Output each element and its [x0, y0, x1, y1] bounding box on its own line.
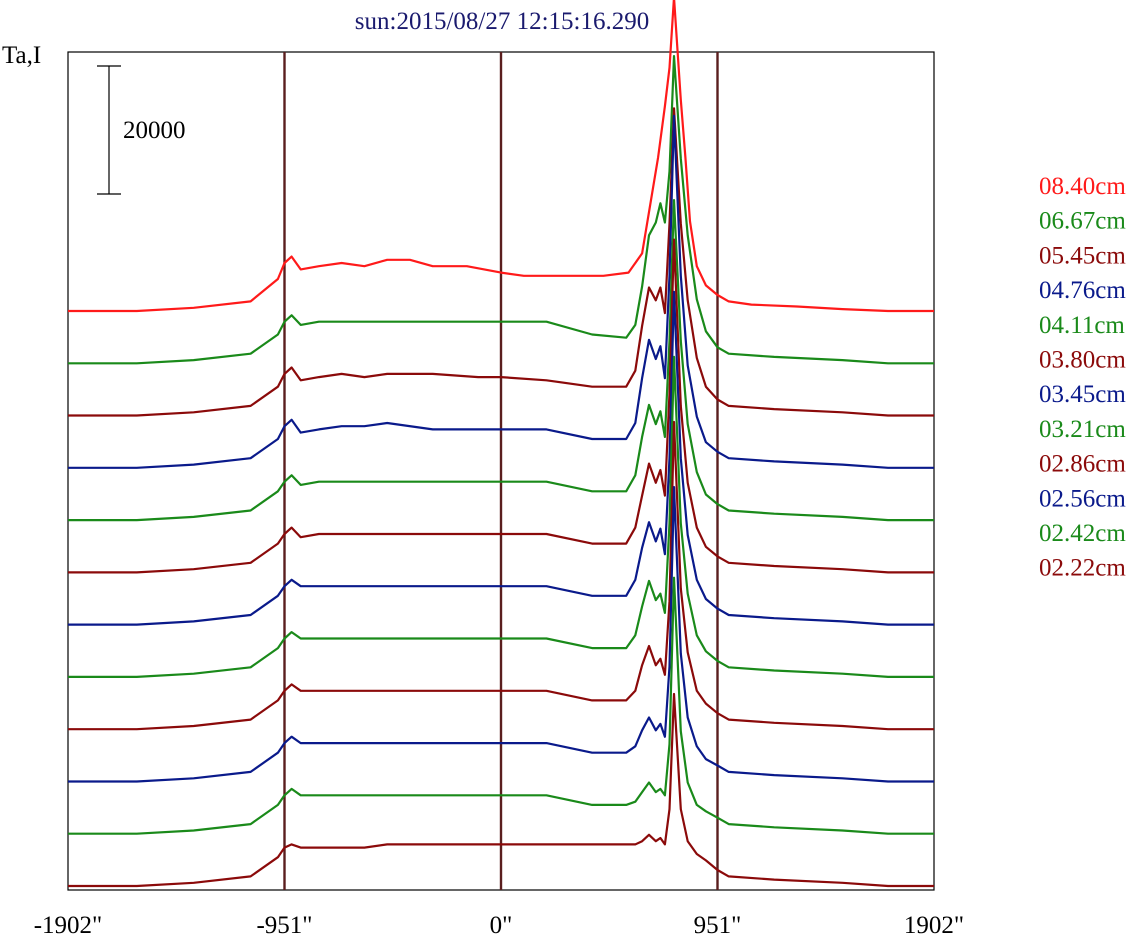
series-line-04.76cm — [68, 114, 934, 469]
legend-entry-03.80cm: 03.80cm — [1039, 347, 1126, 374]
series-line-06.67cm — [68, 54, 934, 365]
x-tick-label-4: 1902" — [904, 912, 964, 939]
series-line-02.42cm — [68, 576, 934, 835]
chart-title: sun:2015/08/27 12:15:16.290 — [355, 8, 649, 35]
scale-bar-label: 20000 — [123, 117, 186, 144]
legend-entry-03.21cm: 03.21cm — [1039, 416, 1126, 443]
series-line-04.11cm — [68, 199, 934, 522]
legend-entry-04.76cm: 04.76cm — [1039, 277, 1126, 304]
series-line-03.45cm — [68, 290, 934, 626]
series-line-02.22cm — [68, 692, 934, 888]
x-tick-label-2: 0" — [490, 912, 513, 939]
series-line-08.40cm — [68, 0, 934, 313]
legend-entry-02.22cm: 02.22cm — [1039, 555, 1126, 582]
series-line-05.45cm — [68, 107, 934, 417]
series-line-03.80cm — [68, 238, 934, 574]
legend-entry-08.40cm: 08.40cm — [1039, 173, 1126, 200]
series-layer — [68, 0, 934, 888]
series-line-03.21cm — [68, 355, 934, 679]
legend-entry-02.56cm: 02.56cm — [1039, 485, 1126, 512]
x-tick-label-3: 951" — [694, 912, 742, 939]
legend-entry-06.67cm: 06.67cm — [1039, 208, 1126, 235]
series-line-02.86cm — [68, 420, 934, 731]
scale-bar: 20000 — [97, 65, 186, 195]
legend: 08.40cm 06.67cm 05.45cm 04.76cm 04.11cm 03.80… — [1039, 173, 1126, 582]
legend-entry-05.45cm: 05.45cm — [1039, 242, 1126, 269]
reference-lines — [283, 52, 719, 890]
series-line-02.56cm — [68, 486, 934, 783]
x-tick-label-1: -951" — [256, 912, 312, 939]
legend-entry-03.45cm: 03.45cm — [1039, 381, 1126, 408]
x-tick-label-0: -1902" — [34, 912, 103, 939]
y-axis-label: Ta,I — [2, 42, 41, 69]
legend-entry-02.42cm: 02.42cm — [1039, 520, 1126, 547]
legend-entry-04.11cm: 04.11cm — [1039, 312, 1125, 339]
x-tick-labels: -1902" -951" 0" 951" 1902" — [34, 912, 964, 939]
legend-entry-02.86cm: 02.86cm — [1039, 451, 1126, 478]
